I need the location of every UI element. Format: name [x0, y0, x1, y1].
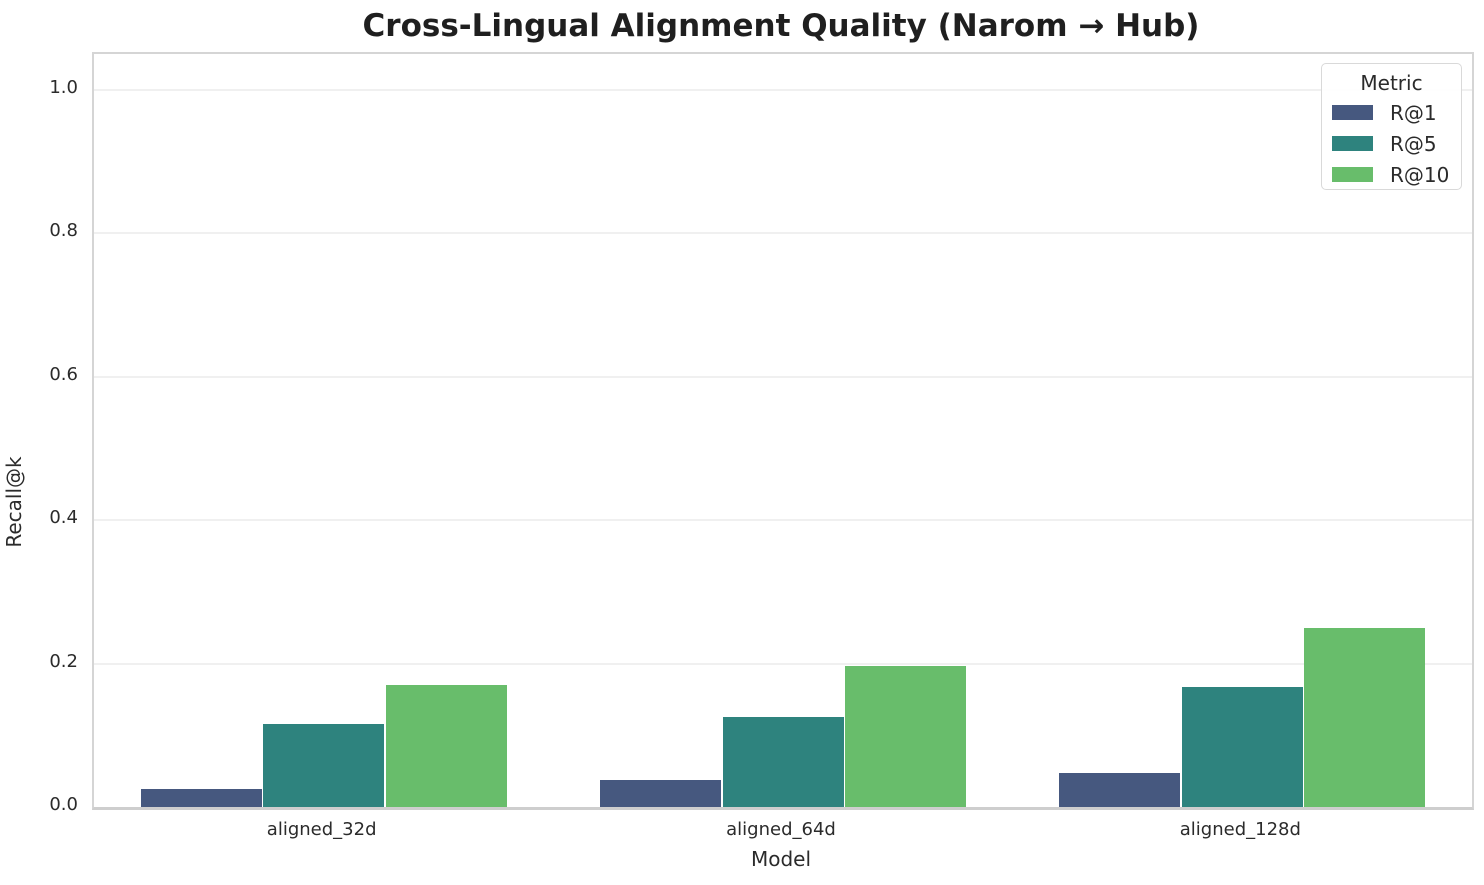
gridline-y-0.6 — [94, 375, 1472, 378]
bar-r5-aligned_32d — [263, 723, 385, 807]
bar-r5-aligned_64d — [722, 716, 844, 807]
bar-r10-aligned_128d — [1304, 627, 1426, 807]
legend-swatch-icon — [1332, 136, 1373, 151]
y-tick-label: 0.0 — [49, 794, 78, 815]
legend-label: R@1 — [1390, 101, 1437, 125]
legend: Metric R@1 R@5 R@10 — [1321, 63, 1462, 190]
gridline-y-0.4 — [94, 519, 1472, 522]
bar-r10-aligned_64d — [845, 665, 966, 807]
bar-r1-aligned_64d — [600, 779, 721, 807]
bar-r10-aligned_32d — [385, 685, 507, 807]
legend-label: R@5 — [1390, 132, 1437, 156]
chart-title: Cross-Lingual Alignment Quality (Narom →… — [362, 8, 1200, 44]
x-tick-label-aligned_32d: aligned_32d — [266, 819, 377, 840]
legend-swatch-icon — [1332, 105, 1373, 120]
y-tick-label: 0.4 — [49, 507, 78, 529]
gridline-y-1.0 — [94, 89, 1472, 91]
legend-item-r1: R@1 — [1322, 102, 1461, 124]
y-axis-label: Recall@k — [2, 456, 26, 548]
legend-item-r10: R@10 — [1322, 164, 1461, 186]
gridline-y-0.2 — [94, 662, 1472, 665]
plot-area — [92, 52, 1474, 810]
y-tick-label: 0.6 — [49, 363, 78, 385]
y-tick-label: 0.2 — [49, 650, 78, 672]
x-tick-label-aligned_128d: aligned_128d — [1179, 819, 1301, 840]
bar-r1-aligned_128d — [1059, 772, 1181, 807]
bar-r5-aligned_128d — [1181, 686, 1303, 807]
legend-item-r5: R@5 — [1322, 133, 1461, 155]
x-tick-label-aligned_64d: aligned_64d — [726, 819, 836, 840]
y-tick-label: 0.8 — [49, 220, 78, 242]
x-axis-label: Model — [750, 847, 812, 871]
legend-swatch-icon — [1332, 167, 1373, 182]
legend-label: R@10 — [1390, 163, 1450, 187]
bar-r1-aligned_32d — [140, 789, 262, 807]
gridline-y-0.8 — [94, 232, 1472, 235]
legend-title: Metric — [1360, 71, 1423, 95]
y-tick-label: 1.0 — [49, 77, 78, 98]
